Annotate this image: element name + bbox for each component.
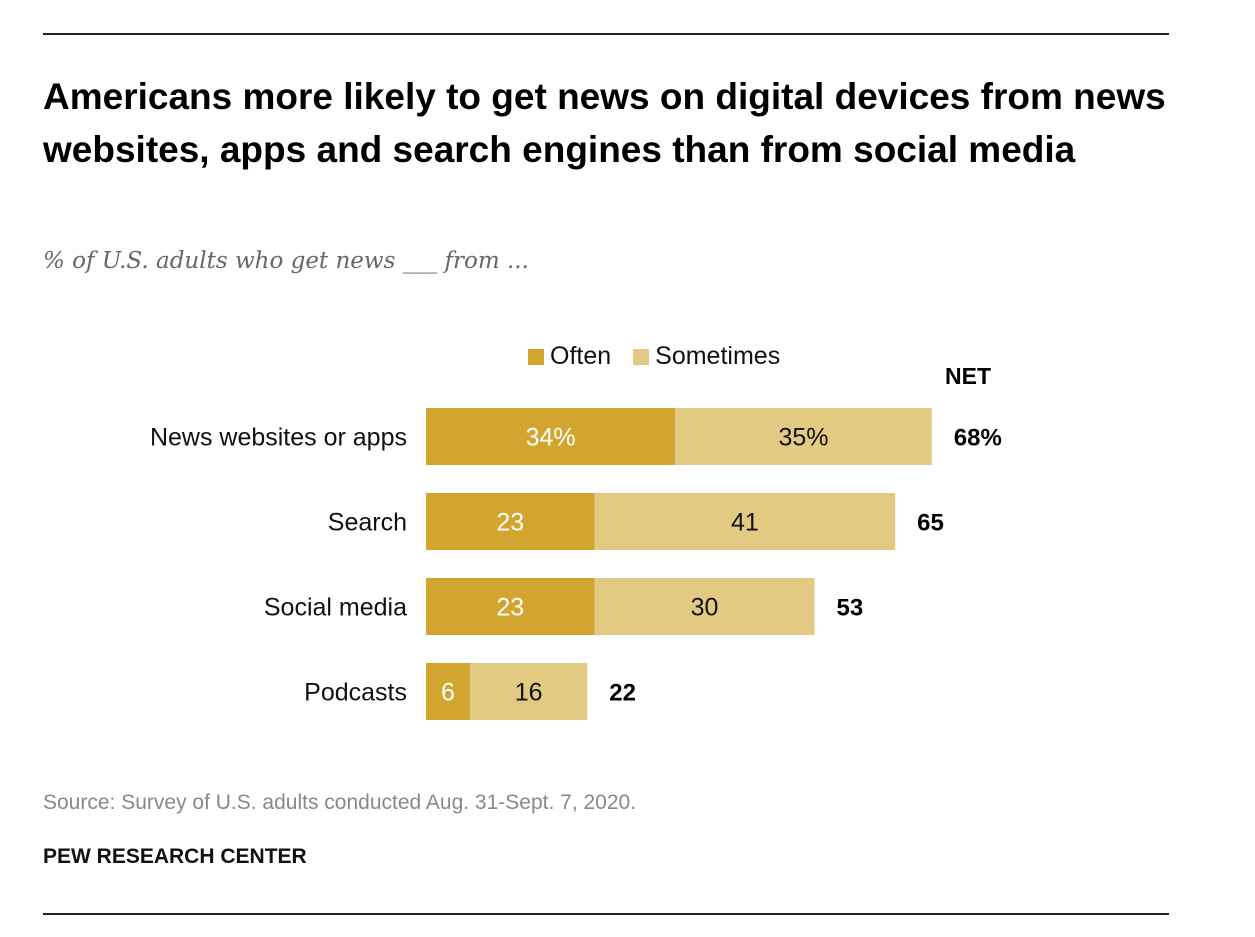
bar-often (426, 493, 595, 550)
source-note: Source: Survey of U.S. adults conducted … (43, 791, 637, 814)
category-label: Social media (264, 594, 407, 622)
data-label: 6 (441, 679, 455, 707)
net-label: 22 (609, 680, 636, 707)
net-label: 53 (836, 595, 863, 622)
data-label: 23 (496, 509, 524, 537)
category-label: Search (328, 509, 407, 537)
legend-sometimes-label: Sometimes (655, 342, 781, 370)
legend-sometimes: Sometimes (633, 342, 780, 371)
data-label: 41 (731, 509, 759, 537)
legend: Often Sometimes (528, 342, 802, 371)
data-label: 16 (515, 679, 543, 707)
chart-subtitle: % of U.S. adults who get news ___ from .… (43, 248, 529, 274)
net-label: 65 (917, 510, 944, 537)
category-label: Podcasts (304, 679, 407, 707)
category-label: News websites or apps (150, 424, 407, 452)
brand-logo: PEW RESEARCH CENTER (43, 845, 307, 868)
bar-sometimes (469, 663, 588, 720)
net-label: 68% (954, 425, 1002, 452)
net-header: NET (945, 363, 991, 389)
chart-title: Americans more likely to get news on dig… (43, 76, 1166, 170)
bottom-rule (43, 913, 1169, 915)
data-label: 30 (691, 594, 719, 622)
top-rule (43, 33, 1169, 35)
data-label: 35% (778, 424, 828, 452)
bar-often (426, 408, 676, 465)
legend-often-label: Often (550, 342, 612, 370)
bar-sometimes (675, 408, 932, 465)
legend-often-swatch (528, 348, 544, 365)
legend-sometimes-swatch (633, 348, 650, 365)
bar-often (426, 663, 470, 720)
bar-sometimes (594, 493, 896, 550)
data-label: 34% (526, 424, 576, 452)
legend-often: Often (528, 342, 611, 371)
bar-sometimes (594, 578, 815, 635)
data-label: 23 (496, 594, 524, 622)
bar-often (426, 578, 595, 635)
